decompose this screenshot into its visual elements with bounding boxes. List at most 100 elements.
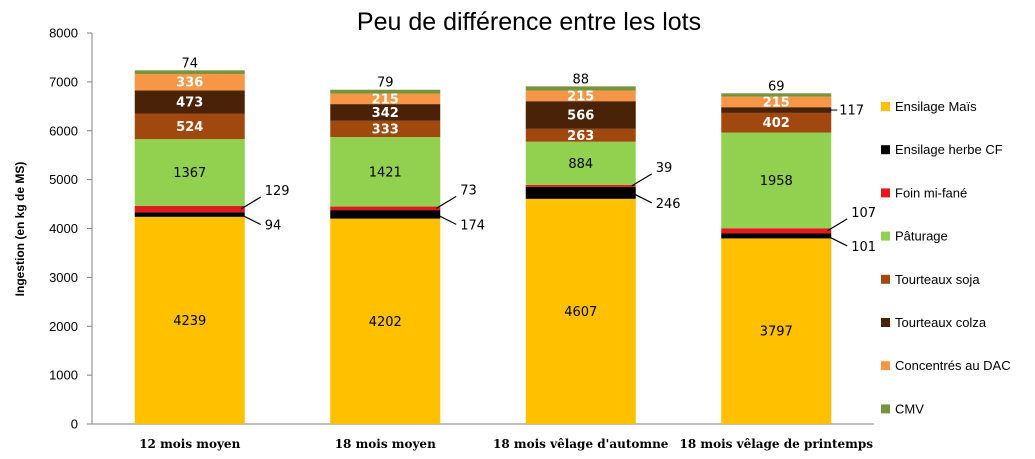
data-label: 336	[176, 76, 203, 91]
legend-label: Pâturage	[895, 229, 948, 244]
bar-segment	[525, 128, 636, 142]
y-tick-label: 3000	[49, 270, 78, 285]
legend-label: Ensilage Maïs	[895, 99, 977, 114]
data-label: 101	[851, 240, 876, 255]
legend-label: Foin mi-fané	[895, 185, 967, 200]
data-label: 263	[567, 129, 594, 144]
data-labels: 4239136752447333674941294202142133334221…	[173, 56, 876, 339]
data-label: 473	[176, 95, 203, 110]
legend-swatch	[881, 188, 890, 198]
bar-segment	[525, 141, 636, 185]
data-label: 69	[768, 79, 785, 94]
data-label: 74	[181, 56, 198, 71]
legend-item: Tourteaux soja	[881, 272, 980, 287]
data-label: 88	[572, 72, 589, 87]
data-label: 4607	[564, 305, 597, 320]
y-tick-label: 1000	[49, 368, 78, 383]
bar-segment	[330, 206, 441, 211]
x-tick-label: 18 mois vêlage de printemps	[680, 437, 874, 451]
data-label: 402	[763, 116, 790, 131]
bar-segment	[134, 212, 245, 217]
legend-item: Concentrés au DAC	[881, 358, 1011, 373]
bar-segment	[134, 90, 245, 114]
data-label: 174	[460, 218, 485, 233]
y-tick-label: 7000	[49, 74, 78, 89]
data-label-leader	[826, 218, 848, 232]
bar-segment	[330, 210, 441, 219]
y-axis-label: Ingestion (en kg de MS)	[13, 162, 27, 297]
legend-label: CMV	[895, 401, 924, 416]
bar-segment	[721, 93, 832, 97]
bar-segment	[721, 238, 832, 424]
bar-segment	[721, 228, 832, 234]
bar-segment	[134, 70, 245, 74]
legend-label: Tourteaux soja	[895, 272, 980, 287]
legend-item: Foin mi-fané	[881, 185, 967, 200]
bars	[134, 70, 832, 424]
data-label: 73	[460, 183, 477, 198]
data-label-leader	[240, 196, 262, 210]
legend-swatch	[881, 231, 890, 241]
data-label-leader	[631, 173, 653, 187]
data-label: 117	[839, 104, 864, 119]
bar-segment	[721, 107, 832, 113]
bar-segment	[330, 218, 441, 424]
data-label-leader	[826, 235, 848, 247]
y-tick-label: 2000	[49, 319, 78, 334]
data-label: 342	[372, 106, 399, 121]
legend-swatch	[881, 318, 890, 327]
data-label: 79	[377, 76, 394, 91]
legend-label: Concentrés au DAC	[895, 358, 1011, 373]
y-tick-label: 6000	[49, 123, 78, 138]
data-label: 215	[763, 95, 790, 110]
legend-swatch	[881, 145, 890, 155]
data-label-leader	[240, 213, 262, 226]
y-tick-label: 4000	[49, 221, 78, 236]
y-axis: 0 1000 2000 3000 4000 5000 6000 7000 8000	[49, 26, 93, 432]
bar-segment	[721, 233, 832, 239]
data-label-leader	[435, 195, 457, 209]
bar-segment	[134, 216, 245, 424]
legend-swatch	[881, 102, 890, 111]
data-label: 129	[265, 184, 290, 199]
bar-segment	[525, 198, 636, 424]
bar-segment	[330, 104, 441, 121]
data-label: 3797	[760, 325, 793, 340]
data-label: 1367	[173, 166, 206, 181]
data-label: 4239	[173, 314, 206, 329]
data-label: 107	[851, 206, 876, 221]
bar-segment	[525, 101, 636, 129]
bar-segment	[330, 120, 441, 138]
x-tick-label: 12 mois moyen	[139, 437, 240, 451]
legend-item: Pâturage	[881, 229, 948, 244]
data-label: 333	[372, 122, 399, 137]
bar-segment	[721, 112, 832, 133]
bar-segment	[330, 137, 441, 207]
data-label: 1958	[760, 174, 793, 189]
data-label: 524	[176, 120, 203, 135]
data-label: 39	[656, 161, 673, 176]
data-label-leader	[435, 213, 457, 225]
data-label: 884	[568, 157, 593, 172]
legend: Ensilage Maïs Ensilage herbe CF Foin mi-fa…	[881, 99, 1011, 416]
bar-segment	[721, 96, 832, 108]
y-tick-label: 5000	[49, 172, 78, 187]
data-label: 215	[567, 89, 594, 104]
bar-segment	[134, 73, 245, 91]
data-label: 4202	[369, 315, 402, 330]
bar-segment	[721, 132, 832, 229]
bar-segment	[134, 205, 245, 213]
bar-segment	[134, 139, 245, 206]
chart-title: Peu de différence entre les lots	[357, 8, 701, 36]
bar-segment	[525, 186, 636, 199]
y-tick-label: 8000	[49, 26, 78, 41]
legend-swatch	[881, 404, 890, 414]
bar-segment	[525, 184, 636, 187]
data-label: 566	[567, 109, 594, 124]
legend-swatch	[881, 361, 890, 371]
legend-item: Tourteaux colza	[881, 315, 987, 330]
bar-segment	[330, 93, 441, 105]
x-tick-label: 18 mois vêlage d'automne	[493, 437, 669, 451]
data-label-leader	[631, 192, 653, 204]
